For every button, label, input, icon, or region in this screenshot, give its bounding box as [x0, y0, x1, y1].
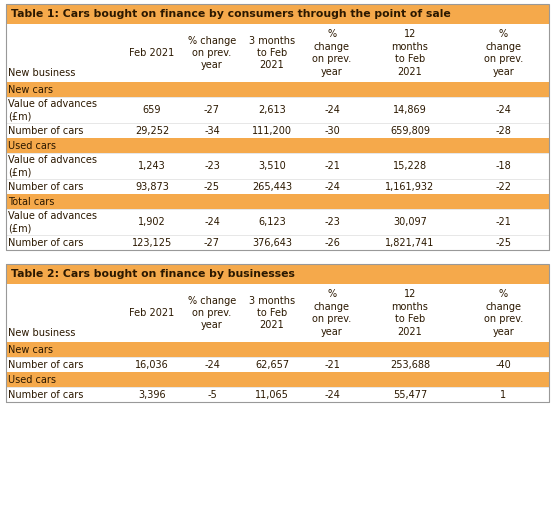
Text: New business: New business — [8, 68, 75, 78]
Text: 1,243: 1,243 — [138, 161, 166, 171]
Text: 1,161,932: 1,161,932 — [385, 181, 435, 192]
Text: 659: 659 — [143, 105, 162, 115]
Text: -26: -26 — [324, 238, 340, 247]
Text: 3,510: 3,510 — [258, 161, 286, 171]
Text: -21: -21 — [324, 360, 340, 369]
Text: 11,065: 11,065 — [255, 389, 289, 400]
Text: Number of cars: Number of cars — [8, 126, 83, 135]
Text: %
change
on prev.
year: % change on prev. year — [484, 30, 523, 77]
Text: -24: -24 — [496, 105, 512, 115]
Bar — [6, 194, 549, 209]
Text: 659,809: 659,809 — [390, 126, 430, 135]
Text: -27: -27 — [204, 238, 220, 247]
Text: Number of cars: Number of cars — [8, 181, 83, 192]
Text: Feb 2021: Feb 2021 — [129, 308, 175, 318]
Text: 12
months
to Feb
2021: 12 months to Feb 2021 — [392, 30, 428, 77]
Text: Used cars: Used cars — [8, 375, 56, 384]
Bar — [6, 209, 549, 235]
Text: -24: -24 — [204, 360, 220, 369]
Text: Value of advances
(£m): Value of advances (£m) — [8, 99, 97, 121]
Bar — [6, 24, 549, 82]
Text: -24: -24 — [324, 389, 340, 400]
Text: -18: -18 — [496, 161, 511, 171]
Text: New business: New business — [8, 328, 75, 338]
Text: -23: -23 — [324, 217, 340, 227]
Text: 2,613: 2,613 — [258, 105, 286, 115]
Text: %
change
on prev.
year: % change on prev. year — [312, 289, 352, 337]
Text: 376,643: 376,643 — [252, 238, 292, 247]
Text: Number of cars: Number of cars — [8, 360, 83, 369]
Text: Feb 2021: Feb 2021 — [129, 48, 175, 58]
Text: -30: -30 — [324, 126, 340, 135]
Text: Total cars: Total cars — [8, 197, 54, 206]
Text: 253,688: 253,688 — [390, 360, 430, 369]
Text: Value of advances
(£m): Value of advances (£m) — [8, 155, 97, 177]
Text: 29,252: 29,252 — [135, 126, 169, 135]
Text: 3 months
to Feb
2021: 3 months to Feb 2021 — [249, 36, 295, 71]
Text: New cars: New cars — [8, 344, 53, 355]
Text: -23: -23 — [204, 161, 220, 171]
Text: 3 months
to Feb
2021: 3 months to Feb 2021 — [249, 295, 295, 331]
Text: % change
on prev.
year: % change on prev. year — [188, 295, 236, 331]
Text: %
change
on prev.
year: % change on prev. year — [484, 289, 523, 337]
Bar — [6, 4, 549, 24]
Bar — [6, 264, 549, 284]
Text: 3,396: 3,396 — [138, 389, 166, 400]
Bar — [6, 179, 549, 194]
Text: %
change
on prev.
year: % change on prev. year — [312, 30, 352, 77]
Text: -24: -24 — [324, 105, 340, 115]
Text: 16,036: 16,036 — [135, 360, 169, 369]
Text: 12
months
to Feb
2021: 12 months to Feb 2021 — [392, 289, 428, 337]
Text: Value of advances
(£m): Value of advances (£m) — [8, 211, 97, 233]
Text: 93,873: 93,873 — [135, 181, 169, 192]
Bar — [6, 82, 549, 97]
Bar — [6, 4, 549, 250]
Bar — [6, 357, 549, 372]
Bar — [6, 235, 549, 250]
Text: -24: -24 — [204, 217, 220, 227]
Text: 15,228: 15,228 — [393, 161, 427, 171]
Bar — [6, 138, 549, 153]
Bar — [6, 153, 549, 179]
Text: % change
on prev.
year: % change on prev. year — [188, 36, 236, 71]
Bar — [6, 284, 549, 342]
Bar — [6, 387, 549, 402]
Bar — [6, 97, 549, 123]
Text: Number of cars: Number of cars — [8, 389, 83, 400]
Bar — [6, 264, 549, 402]
Text: 123,125: 123,125 — [132, 238, 172, 247]
Bar — [6, 123, 549, 138]
Text: New cars: New cars — [8, 84, 53, 95]
Text: -28: -28 — [496, 126, 512, 135]
Bar — [6, 372, 549, 387]
Text: -25: -25 — [496, 238, 512, 247]
Text: -34: -34 — [204, 126, 220, 135]
Text: 265,443: 265,443 — [252, 181, 292, 192]
Text: 1,821,741: 1,821,741 — [385, 238, 435, 247]
Text: 14,869: 14,869 — [393, 105, 427, 115]
Text: 62,657: 62,657 — [255, 360, 289, 369]
Text: -27: -27 — [204, 105, 220, 115]
Text: 111,200: 111,200 — [252, 126, 292, 135]
Text: -5: -5 — [207, 389, 217, 400]
Text: -22: -22 — [496, 181, 512, 192]
Text: Table 2: Cars bought on finance by businesses: Table 2: Cars bought on finance by busin… — [11, 269, 295, 279]
Text: -40: -40 — [496, 360, 511, 369]
Text: -25: -25 — [204, 181, 220, 192]
Text: -21: -21 — [496, 217, 512, 227]
Text: Table 1: Cars bought on finance by consumers through the point of sale: Table 1: Cars bought on finance by consu… — [11, 9, 451, 19]
Text: 6,123: 6,123 — [258, 217, 286, 227]
Text: 1: 1 — [501, 389, 507, 400]
Text: 55,477: 55,477 — [393, 389, 427, 400]
Text: -21: -21 — [324, 161, 340, 171]
Text: Used cars: Used cars — [8, 141, 56, 151]
Text: 1,902: 1,902 — [138, 217, 166, 227]
Bar — [6, 342, 549, 357]
Text: -24: -24 — [324, 181, 340, 192]
Text: 30,097: 30,097 — [393, 217, 427, 227]
Text: Number of cars: Number of cars — [8, 238, 83, 247]
